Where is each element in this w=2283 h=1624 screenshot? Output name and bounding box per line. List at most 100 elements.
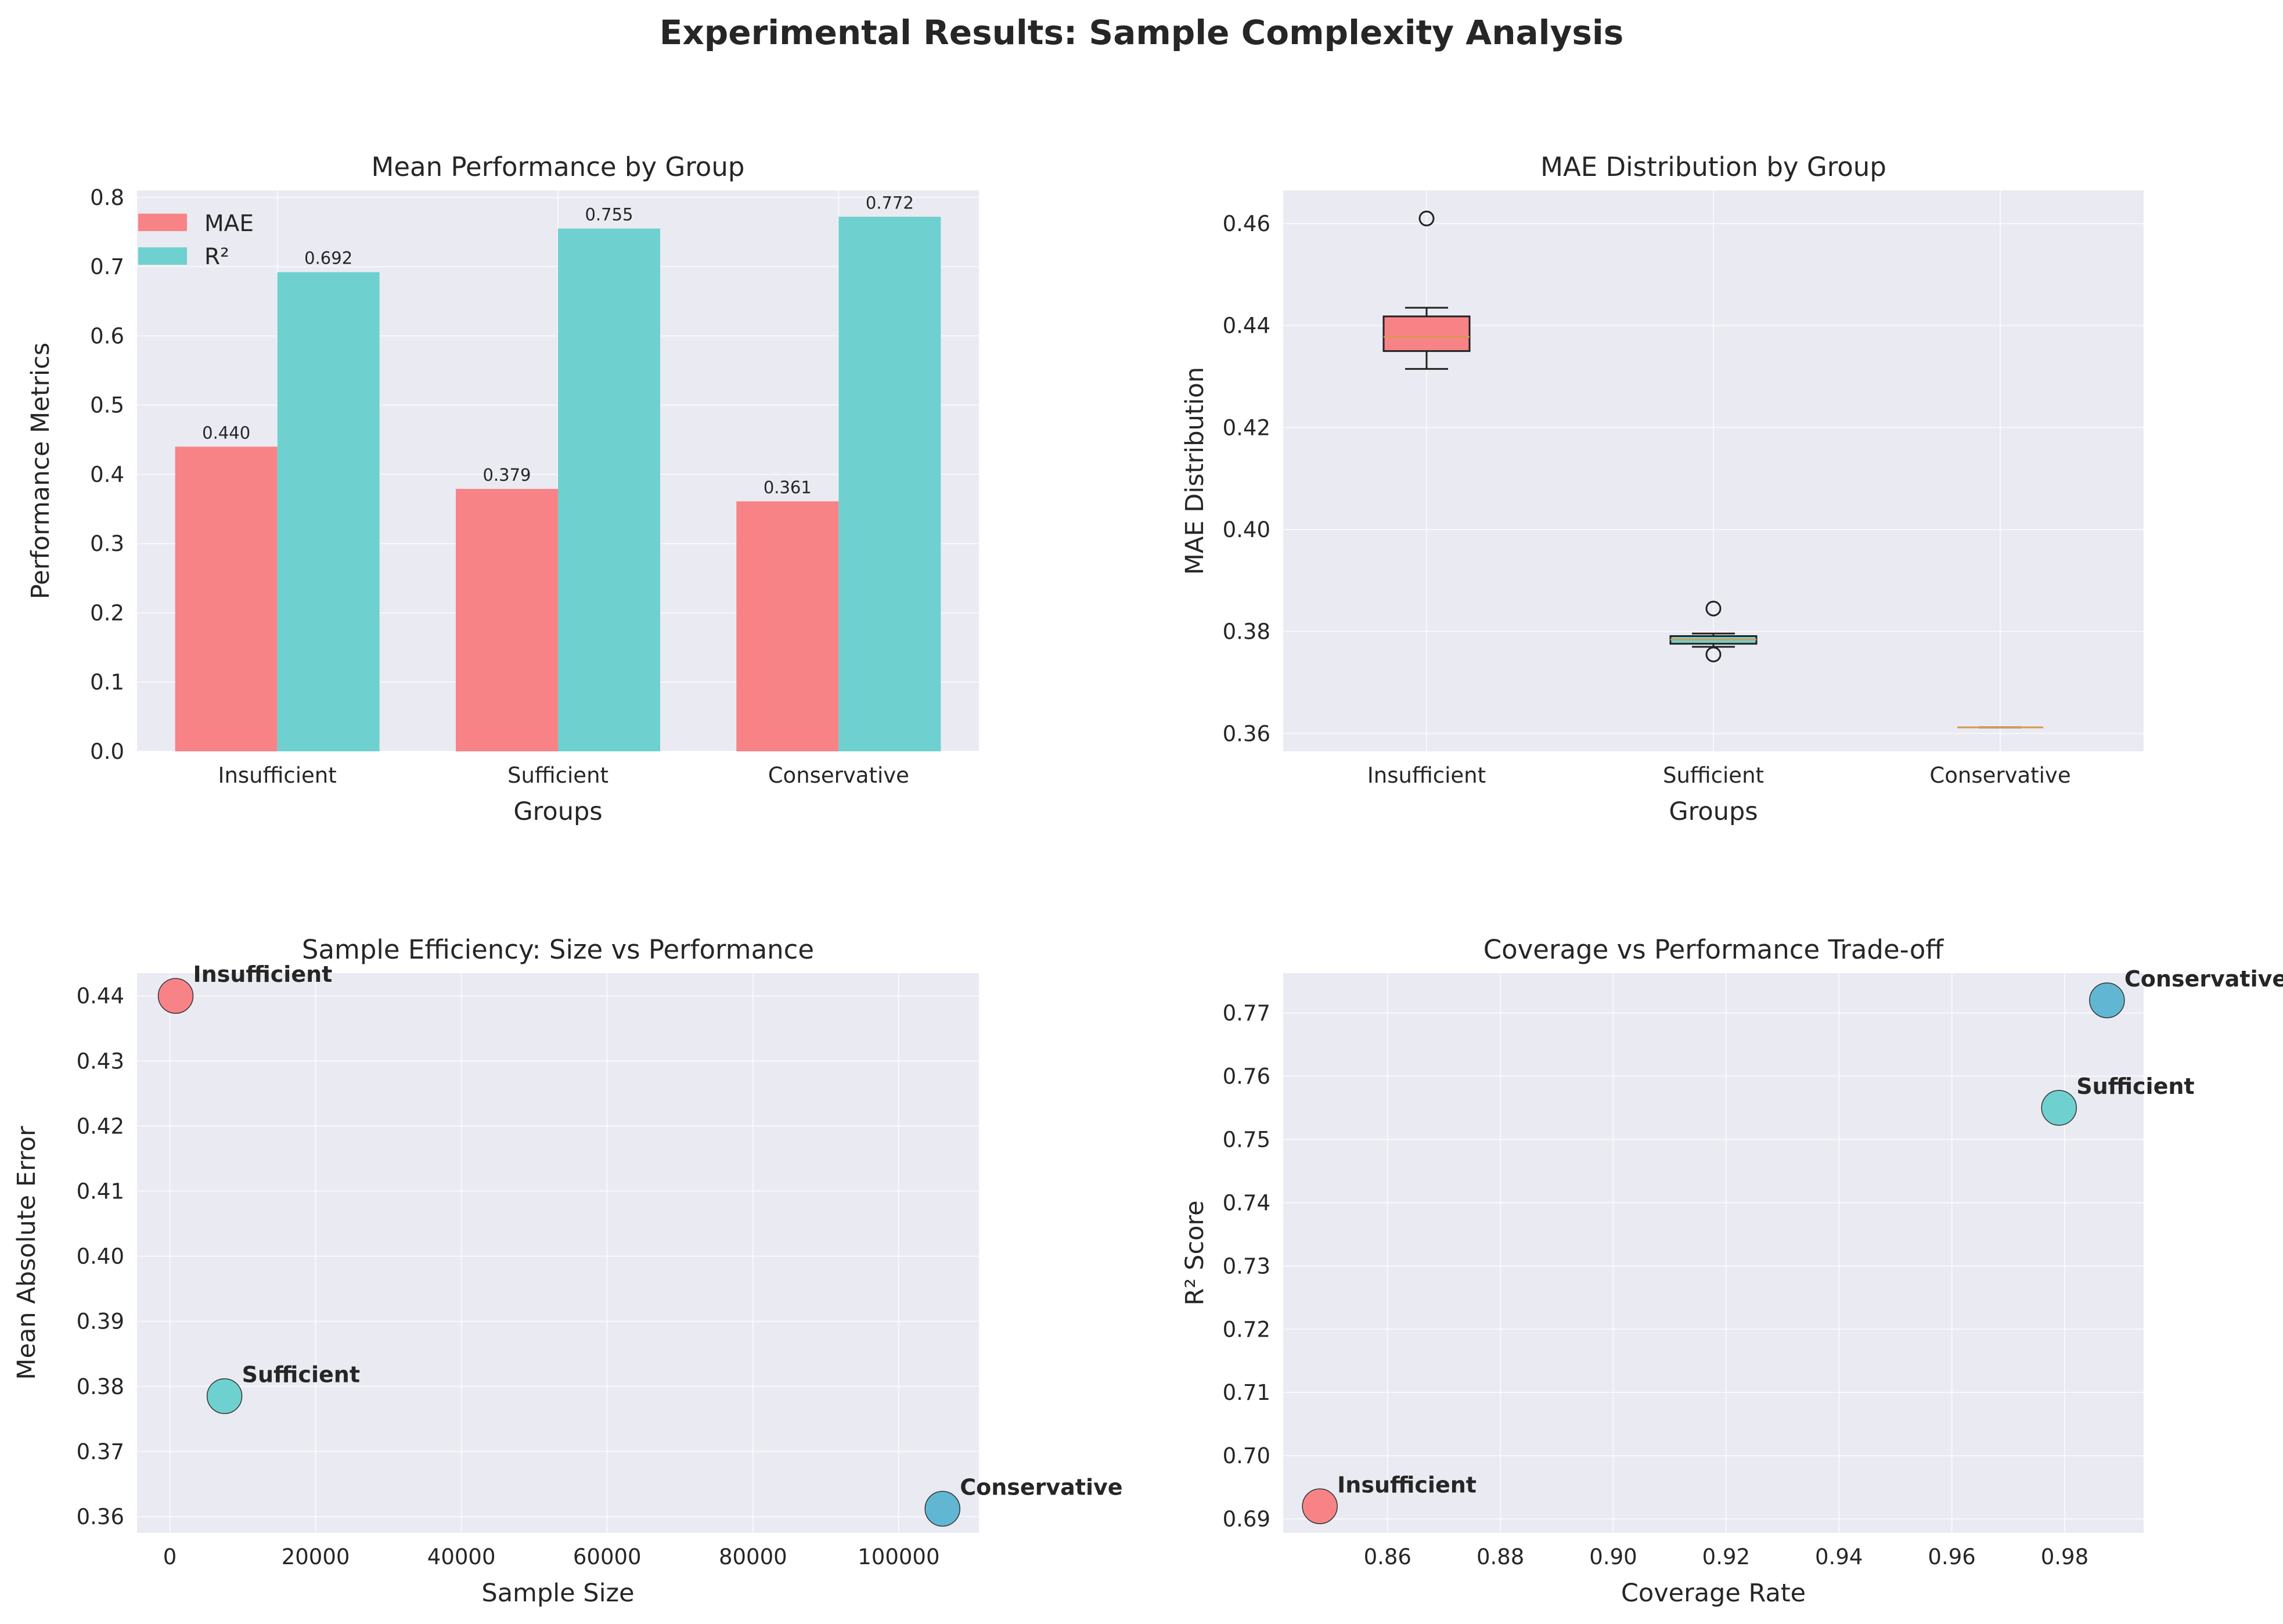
r2-bar bbox=[277, 272, 380, 751]
panel-title: Mean Performance by Group bbox=[372, 152, 745, 182]
y-tick-label: 0.73 bbox=[1223, 1254, 1270, 1279]
x-tick-label: 40000 bbox=[427, 1544, 496, 1569]
x-tick-label: 0.90 bbox=[1589, 1544, 1637, 1569]
y-tick-label: 0.43 bbox=[77, 1049, 124, 1074]
y-tick-label: 0.42 bbox=[1223, 415, 1270, 440]
y-tick-label: 0.39 bbox=[77, 1309, 124, 1334]
y-tick-label: 0.1 bbox=[90, 670, 124, 695]
y-tick-label: 0.36 bbox=[1223, 721, 1270, 746]
panel-title: MAE Distribution by Group bbox=[1540, 152, 1886, 182]
r2-bar bbox=[838, 217, 941, 752]
bar-value-label: 0.772 bbox=[866, 193, 914, 213]
x-tick-label: Sufficient bbox=[507, 763, 608, 788]
outlier-point bbox=[1705, 646, 1722, 662]
bar-value-label: 0.755 bbox=[585, 205, 633, 225]
y-axis-label: Performance Metrics bbox=[26, 343, 55, 599]
x-tick-label: 0.92 bbox=[1702, 1544, 1750, 1569]
x-tick-label: 60000 bbox=[573, 1544, 642, 1569]
y-tick-label: 0.40 bbox=[77, 1244, 124, 1269]
y-tick-label: 0.69 bbox=[1223, 1507, 1270, 1532]
y-tick-label: 0.6 bbox=[90, 323, 124, 348]
x-tick-label: 80000 bbox=[719, 1544, 787, 1569]
x-tick-label: 0.94 bbox=[1815, 1544, 1863, 1569]
y-tick-label: 0.44 bbox=[1223, 314, 1270, 339]
x-tick-label: 0 bbox=[163, 1544, 177, 1569]
point-insufficient bbox=[157, 978, 194, 1014]
y-tick-label: 0.46 bbox=[1223, 211, 1270, 236]
legend-label-mae: MAE bbox=[204, 211, 254, 237]
box-insufficient bbox=[1382, 210, 1471, 370]
y-tick-label: 0.41 bbox=[77, 1179, 124, 1204]
y-tick-label: 0.77 bbox=[1223, 1001, 1270, 1026]
point-annotation: Sufficient bbox=[242, 1362, 360, 1388]
y-tick-label: 0.76 bbox=[1223, 1064, 1270, 1089]
box-sufficient bbox=[1669, 600, 1758, 662]
x-axis-label: Groups bbox=[1669, 797, 1758, 826]
y-tick-label: 0.71 bbox=[1223, 1380, 1270, 1405]
y-tick-label: 0.2 bbox=[90, 600, 124, 625]
y-tick-label: 0.38 bbox=[1223, 620, 1270, 644]
y-tick-label: 0.36 bbox=[77, 1504, 124, 1529]
x-tick-label: Insufficient bbox=[218, 763, 337, 788]
point-insufficient bbox=[1302, 1488, 1338, 1525]
y-tick-label: 0.38 bbox=[77, 1374, 124, 1399]
x-tick-label: 100000 bbox=[858, 1544, 939, 1569]
legend: MAE R² bbox=[138, 211, 254, 270]
x-tick-label: Insufficient bbox=[1367, 763, 1486, 788]
y-axis-label: Mean Absolute Error bbox=[12, 1126, 41, 1380]
bar-value-label: 0.379 bbox=[482, 465, 531, 485]
mae-bar bbox=[456, 489, 558, 751]
y-axis-label: R² Score bbox=[1180, 1200, 1209, 1305]
panel-title: Sample Efficiency: Size vs Performance bbox=[302, 934, 814, 965]
x-tick-label: 20000 bbox=[282, 1544, 350, 1569]
y-tick-label: 0.44 bbox=[77, 984, 124, 1009]
box-plot-panel: 0.36 0.38 0.40 0.42 0.44 0.46 Insufficient Suff… bbox=[1180, 152, 2144, 826]
x-tick-label: 0.96 bbox=[1928, 1544, 1975, 1569]
y-tick-label: 0.3 bbox=[90, 531, 124, 556]
x-tick-label: Conservative bbox=[768, 763, 909, 788]
point-annotation: Conservative bbox=[2124, 966, 2283, 992]
y-tick-label: 0.37 bbox=[77, 1439, 124, 1464]
outlier-point bbox=[1705, 600, 1722, 617]
outlier-point bbox=[1418, 210, 1435, 226]
legend-swatch-mae bbox=[138, 214, 187, 231]
point-annotation: Sufficient bbox=[2076, 1074, 2194, 1099]
panel-title: Coverage vs Performance Trade-off bbox=[1483, 934, 1944, 965]
y-tick-label: 0.4 bbox=[90, 462, 124, 487]
bar-value-label: 0.692 bbox=[304, 249, 352, 268]
figure-title: Experimental Results: Sample Complexity … bbox=[660, 13, 1624, 52]
y-tick-label: 0.7 bbox=[90, 254, 124, 279]
y-tick-label: 0.75 bbox=[1223, 1127, 1270, 1152]
y-tick-label: 0.40 bbox=[1223, 517, 1270, 542]
point-conservative bbox=[924, 1490, 960, 1527]
x-tick-label: 0.88 bbox=[1477, 1544, 1524, 1569]
y-tick-label: 0.0 bbox=[90, 739, 124, 764]
sample-efficiency-panel: 0.36 0.37 0.38 0.39 0.40 0.41 0.42 0.43 0.44 0 200… bbox=[12, 934, 1123, 1608]
legend-swatch-r2 bbox=[138, 247, 187, 265]
y-tick-label: 0.70 bbox=[1223, 1443, 1270, 1468]
y-tick-label: 0.42 bbox=[77, 1114, 124, 1139]
x-tick-label: 0.86 bbox=[1364, 1544, 1411, 1569]
x-tick-label: Conservative bbox=[1929, 763, 2070, 788]
point-annotation: Conservative bbox=[960, 1475, 1122, 1500]
y-tick-label: 0.8 bbox=[90, 185, 124, 210]
y-tick-label: 0.74 bbox=[1223, 1190, 1270, 1215]
bar-value-label: 0.440 bbox=[202, 423, 250, 442]
mae-bar bbox=[175, 446, 278, 751]
point-annotation: Insufficient bbox=[1337, 1472, 1477, 1497]
box-body bbox=[1382, 315, 1471, 352]
plot-area bbox=[1283, 973, 2144, 1533]
point-sufficient bbox=[2041, 1090, 2077, 1126]
x-tick-label: 0.98 bbox=[2041, 1544, 2088, 1569]
point-sufficient bbox=[206, 1378, 243, 1414]
coverage-tradeoff-panel: 0.69 0.70 0.71 0.72 0.73 0.74 0.75 0.76 0.77 0.86… bbox=[1180, 934, 2283, 1608]
x-axis-label: Coverage Rate bbox=[1621, 1579, 1806, 1608]
bar-value-label: 0.361 bbox=[764, 477, 812, 497]
r2-bar bbox=[558, 228, 660, 751]
bar-chart-panel: 0.0 0.1 0.2 0.3 0.4 0.5 0.6 0.7 0.8 Insufficient S… bbox=[26, 152, 979, 826]
y-axis-label: MAE Distribution bbox=[1180, 367, 1209, 575]
legend-label-r2: R² bbox=[204, 244, 229, 270]
plot-area bbox=[137, 973, 979, 1533]
mae-bar bbox=[736, 501, 839, 751]
